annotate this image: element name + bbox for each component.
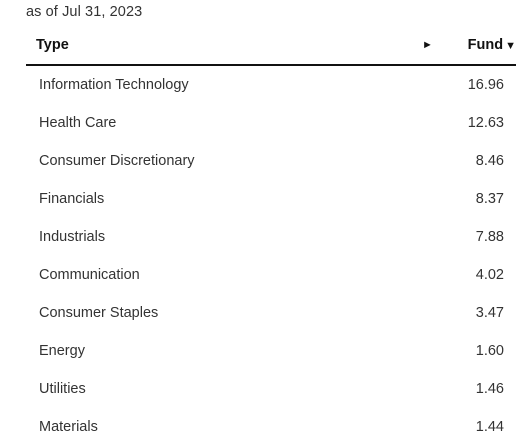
column-header-fund-label: Fund [467, 37, 504, 53]
row-type: Consumer Staples [39, 305, 159, 321]
row-fund-value: 1.60 [475, 343, 504, 359]
table-row: Materials 1.44 [26, 408, 516, 446]
table-row: Energy 1.60 [26, 332, 516, 370]
table-row: Industrials 7.88 [26, 218, 516, 256]
row-type: Financials [39, 191, 105, 207]
table-header: Type ► Fund ▼ [26, 30, 516, 66]
column-header-fund[interactable]: Fund ▼ [468, 37, 516, 53]
table-row: Consumer Staples 3.47 [26, 294, 516, 332]
row-type: Communication [39, 267, 140, 283]
row-type: Health Care [39, 115, 117, 131]
table-row: Information Technology 16.96 [26, 66, 516, 104]
row-type: Consumer Discretionary [39, 153, 195, 169]
row-fund-value: 1.46 [475, 381, 504, 397]
row-type: Information Technology [39, 77, 189, 93]
row-fund-value: 4.02 [475, 267, 504, 283]
table-row: Financials 8.37 [26, 180, 516, 218]
table-row: Utilities 1.46 [26, 370, 516, 408]
table-row: Health Care 12.63 [26, 104, 516, 142]
table-body: Information Technology 16.96 Health Care… [26, 66, 516, 446]
column-header-type: Type [36, 37, 69, 53]
row-fund-value: 8.37 [475, 191, 504, 207]
expand-arrow-icon[interactable]: ► [422, 39, 433, 51]
row-fund-value: 12.63 [467, 115, 504, 131]
row-type: Materials [39, 419, 98, 435]
row-fund-value: 1.44 [475, 419, 504, 435]
row-fund-value: 3.47 [475, 305, 504, 321]
row-fund-value: 7.88 [475, 229, 504, 245]
table-row: Communication 4.02 [26, 256, 516, 294]
sort-descending-icon[interactable]: ▼ [505, 40, 516, 52]
row-type: Utilities [39, 381, 86, 397]
table-row: Consumer Discretionary 8.46 [26, 142, 516, 180]
row-fund-value: 16.96 [467, 77, 504, 93]
as-of-date: as of Jul 31, 2023 [26, 4, 143, 20]
row-type: Energy [39, 343, 85, 359]
row-type: Industrials [39, 229, 106, 245]
sector-table: Type ► Fund ▼ Information Technology 16.9… [26, 30, 516, 446]
row-fund-value: 8.46 [475, 153, 504, 169]
